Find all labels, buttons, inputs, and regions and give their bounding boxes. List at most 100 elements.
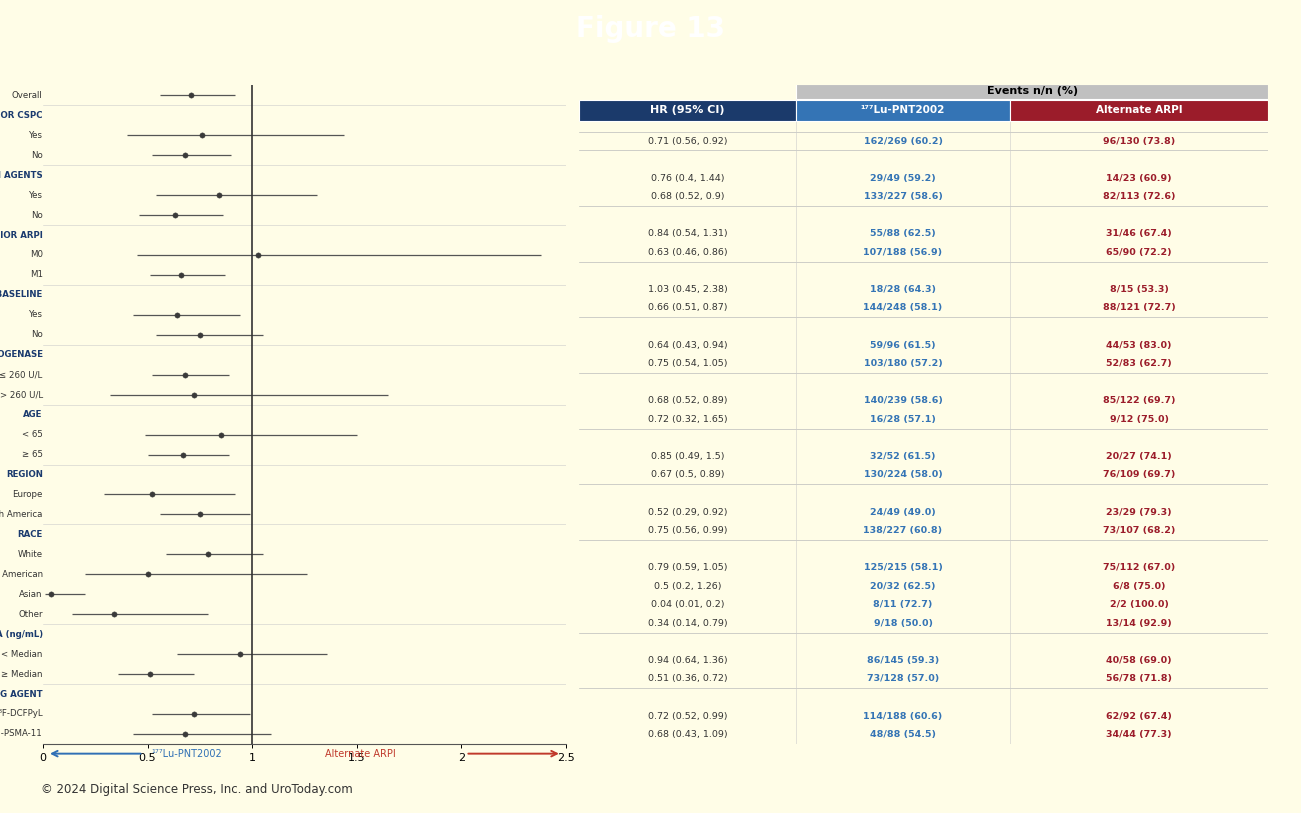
Text: 55/88 (62.5): 55/88 (62.5) (870, 229, 935, 238)
Text: Black/African American: Black/African American (0, 570, 43, 579)
Text: 0.34 (0.14, 0.79): 0.34 (0.14, 0.79) (648, 619, 727, 628)
Text: 73/107 (68.2): 73/107 (68.2) (1103, 526, 1175, 535)
Text: 2/2 (100.0): 2/2 (100.0) (1110, 600, 1168, 609)
Text: < Median: < Median (1, 650, 43, 659)
Text: 44/53 (83.0): 44/53 (83.0) (1106, 341, 1172, 350)
Bar (796, 84, 1268, 99)
Text: Europe: Europe (12, 490, 43, 499)
Text: 0.52 (0.29, 0.92): 0.52 (0.29, 0.92) (648, 507, 727, 516)
Text: M0: M0 (30, 250, 43, 259)
Text: 62/92 (67.4): 62/92 (67.4) (1106, 711, 1172, 720)
Text: © 2024 Digital Science Press, Inc. and UroToday.com: © 2024 Digital Science Press, Inc. and U… (42, 783, 353, 796)
Text: 0.66 (0.51, 0.87): 0.66 (0.51, 0.87) (648, 303, 727, 312)
Text: 107/188 (56.9): 107/188 (56.9) (864, 248, 943, 257)
Text: 56/78 (71.8): 56/78 (71.8) (1106, 675, 1172, 684)
Text: 96/130 (73.8): 96/130 (73.8) (1103, 137, 1175, 146)
Text: RACE: RACE (17, 530, 43, 539)
Text: M1: M1 (30, 271, 43, 280)
Text: 23/29 (79.3): 23/29 (79.3) (1106, 507, 1172, 516)
Text: 0.85 (0.49, 1.5): 0.85 (0.49, 1.5) (650, 452, 725, 461)
Text: 85/122 (69.7): 85/122 (69.7) (1103, 396, 1175, 405)
Text: < 65: < 65 (22, 430, 43, 439)
Text: 13/14 (92.9): 13/14 (92.9) (1106, 619, 1172, 628)
Text: 140/239 (58.6): 140/239 (58.6) (864, 396, 942, 405)
Text: No: No (31, 330, 43, 339)
Text: 138/227 (60.8): 138/227 (60.8) (864, 526, 943, 535)
Text: 31/46 (67.4): 31/46 (67.4) (1106, 229, 1172, 238)
Text: 76/109 (69.7): 76/109 (69.7) (1103, 471, 1175, 480)
Text: Overall: Overall (12, 91, 43, 100)
Text: No: No (31, 150, 43, 159)
Text: 20/27 (74.1): 20/27 (74.1) (1106, 452, 1172, 461)
Text: 0.94 (0.64, 1.36): 0.94 (0.64, 1.36) (648, 656, 727, 665)
Text: Events n/n (%): Events n/n (%) (986, 86, 1077, 97)
Text: 40/58 (69.0): 40/58 (69.0) (1106, 656, 1172, 665)
Text: Other: Other (18, 610, 43, 619)
Text: 0.79 (0.59, 1.05): 0.79 (0.59, 1.05) (648, 563, 727, 572)
Text: 8/15 (53.3): 8/15 (53.3) (1110, 285, 1168, 294)
Bar (579, 100, 796, 120)
Text: Yes: Yes (29, 131, 43, 140)
Text: 65/90 (72.2): 65/90 (72.2) (1106, 248, 1172, 257)
Text: White: White (17, 550, 43, 559)
Text: 1.03 (0.45, 2.38): 1.03 (0.45, 2.38) (648, 285, 727, 294)
Text: 34/44 (77.3): 34/44 (77.3) (1106, 730, 1172, 739)
Text: 0.5 (0.2, 1.26): 0.5 (0.2, 1.26) (654, 582, 721, 591)
Text: Yes: Yes (29, 311, 43, 320)
Text: ¹⁷⁷Lu-PNT2002: ¹⁷⁷Lu-PNT2002 (861, 106, 946, 115)
Text: 0.64 (0.43, 0.94): 0.64 (0.43, 0.94) (648, 341, 727, 350)
Text: 0.68 (0.52, 0.89): 0.68 (0.52, 0.89) (648, 396, 727, 405)
Text: 144/248 (58.1): 144/248 (58.1) (864, 303, 943, 312)
Text: ≥ Median: ≥ Median (1, 670, 43, 679)
Text: ¹⁸F-DCFPyL: ¹⁸F-DCFPyL (0, 710, 43, 719)
Text: 0.75 (0.54, 1.05): 0.75 (0.54, 1.05) (648, 359, 727, 368)
Text: 130/224 (58.0): 130/224 (58.0) (864, 471, 942, 480)
Text: 59/96 (61.5): 59/96 (61.5) (870, 341, 935, 350)
Text: North America: North America (0, 510, 43, 519)
Bar (1010, 100, 1268, 120)
Text: 6/8 (75.0): 6/8 (75.0) (1112, 582, 1166, 591)
Text: 0.72 (0.52, 0.99): 0.72 (0.52, 0.99) (648, 711, 727, 720)
Text: Figure 13: Figure 13 (576, 15, 725, 43)
Text: Asian: Asian (20, 589, 43, 598)
Text: ≥ 65: ≥ 65 (22, 450, 43, 459)
Text: 8/11 (72.7): 8/11 (72.7) (873, 600, 933, 609)
Text: 9/12 (75.0): 9/12 (75.0) (1110, 415, 1168, 424)
Text: 73/128 (57.0): 73/128 (57.0) (866, 675, 939, 684)
Text: 0.63 (0.46, 0.86): 0.63 (0.46, 0.86) (648, 248, 727, 257)
Text: No: No (31, 211, 43, 220)
Text: ¹⁷⁷Lu-PNT2002: ¹⁷⁷Lu-PNT2002 (152, 749, 222, 759)
Text: LACTATE DEHYDROGENASE: LACTATE DEHYDROGENASE (0, 350, 43, 359)
Text: 0.84 (0.54, 1.31): 0.84 (0.54, 1.31) (648, 229, 727, 238)
Text: PRIOR USE OF BONE HEALTH AGENTS: PRIOR USE OF BONE HEALTH AGENTS (0, 171, 43, 180)
Text: METASTATIC STATUS ON PRIOR ARPI: METASTATIC STATUS ON PRIOR ARPI (0, 231, 43, 240)
Text: 52/83 (62.7): 52/83 (62.7) (1106, 359, 1172, 368)
Text: MEASURABLE DISEASE AT BASELINE: MEASURABLE DISEASE AT BASELINE (0, 290, 43, 299)
Text: 114/188 (60.6): 114/188 (60.6) (864, 711, 943, 720)
Text: AGE: AGE (23, 410, 43, 420)
Text: 0.51 (0.36, 0.72): 0.51 (0.36, 0.72) (648, 675, 727, 684)
Text: HR (95% CI): HR (95% CI) (650, 106, 725, 115)
Text: PSMA PET IMAGING AGENT: PSMA PET IMAGING AGENT (0, 689, 43, 698)
Text: 0.75 (0.56, 0.99): 0.75 (0.56, 0.99) (648, 526, 727, 535)
Text: 88/121 (72.7): 88/121 (72.7) (1103, 303, 1176, 312)
Text: 0.76 (0.4, 1.44): 0.76 (0.4, 1.44) (650, 174, 725, 183)
Text: 133/227 (58.6): 133/227 (58.6) (864, 192, 942, 201)
Text: 18/28 (64.3): 18/28 (64.3) (870, 285, 935, 294)
Text: 103/180 (57.2): 103/180 (57.2) (864, 359, 942, 368)
Text: 32/52 (61.5): 32/52 (61.5) (870, 452, 935, 461)
Text: Yes: Yes (29, 190, 43, 200)
Text: 125/215 (58.1): 125/215 (58.1) (864, 563, 942, 572)
Text: Alternate ARPI: Alternate ARPI (325, 749, 396, 759)
Text: Alternate ARPI: Alternate ARPI (1095, 106, 1183, 115)
Text: ⁶⁸Ga-PSMA-11: ⁶⁸Ga-PSMA-11 (0, 729, 43, 738)
Text: 0.71 (0.56, 0.92): 0.71 (0.56, 0.92) (648, 137, 727, 146)
Text: > 260 U/L: > 260 U/L (0, 390, 43, 399)
Text: 0.04 (0.01, 0.2): 0.04 (0.01, 0.2) (650, 600, 725, 609)
Text: 75/112 (67.0): 75/112 (67.0) (1103, 563, 1175, 572)
Text: ≤ 260 U/L: ≤ 260 U/L (0, 370, 43, 379)
Text: 162/269 (60.2): 162/269 (60.2) (864, 137, 942, 146)
Text: 9/18 (50.0): 9/18 (50.0) (873, 619, 933, 628)
Text: 29/49 (59.2): 29/49 (59.2) (870, 174, 935, 183)
Text: 24/49 (49.0): 24/49 (49.0) (870, 507, 935, 516)
